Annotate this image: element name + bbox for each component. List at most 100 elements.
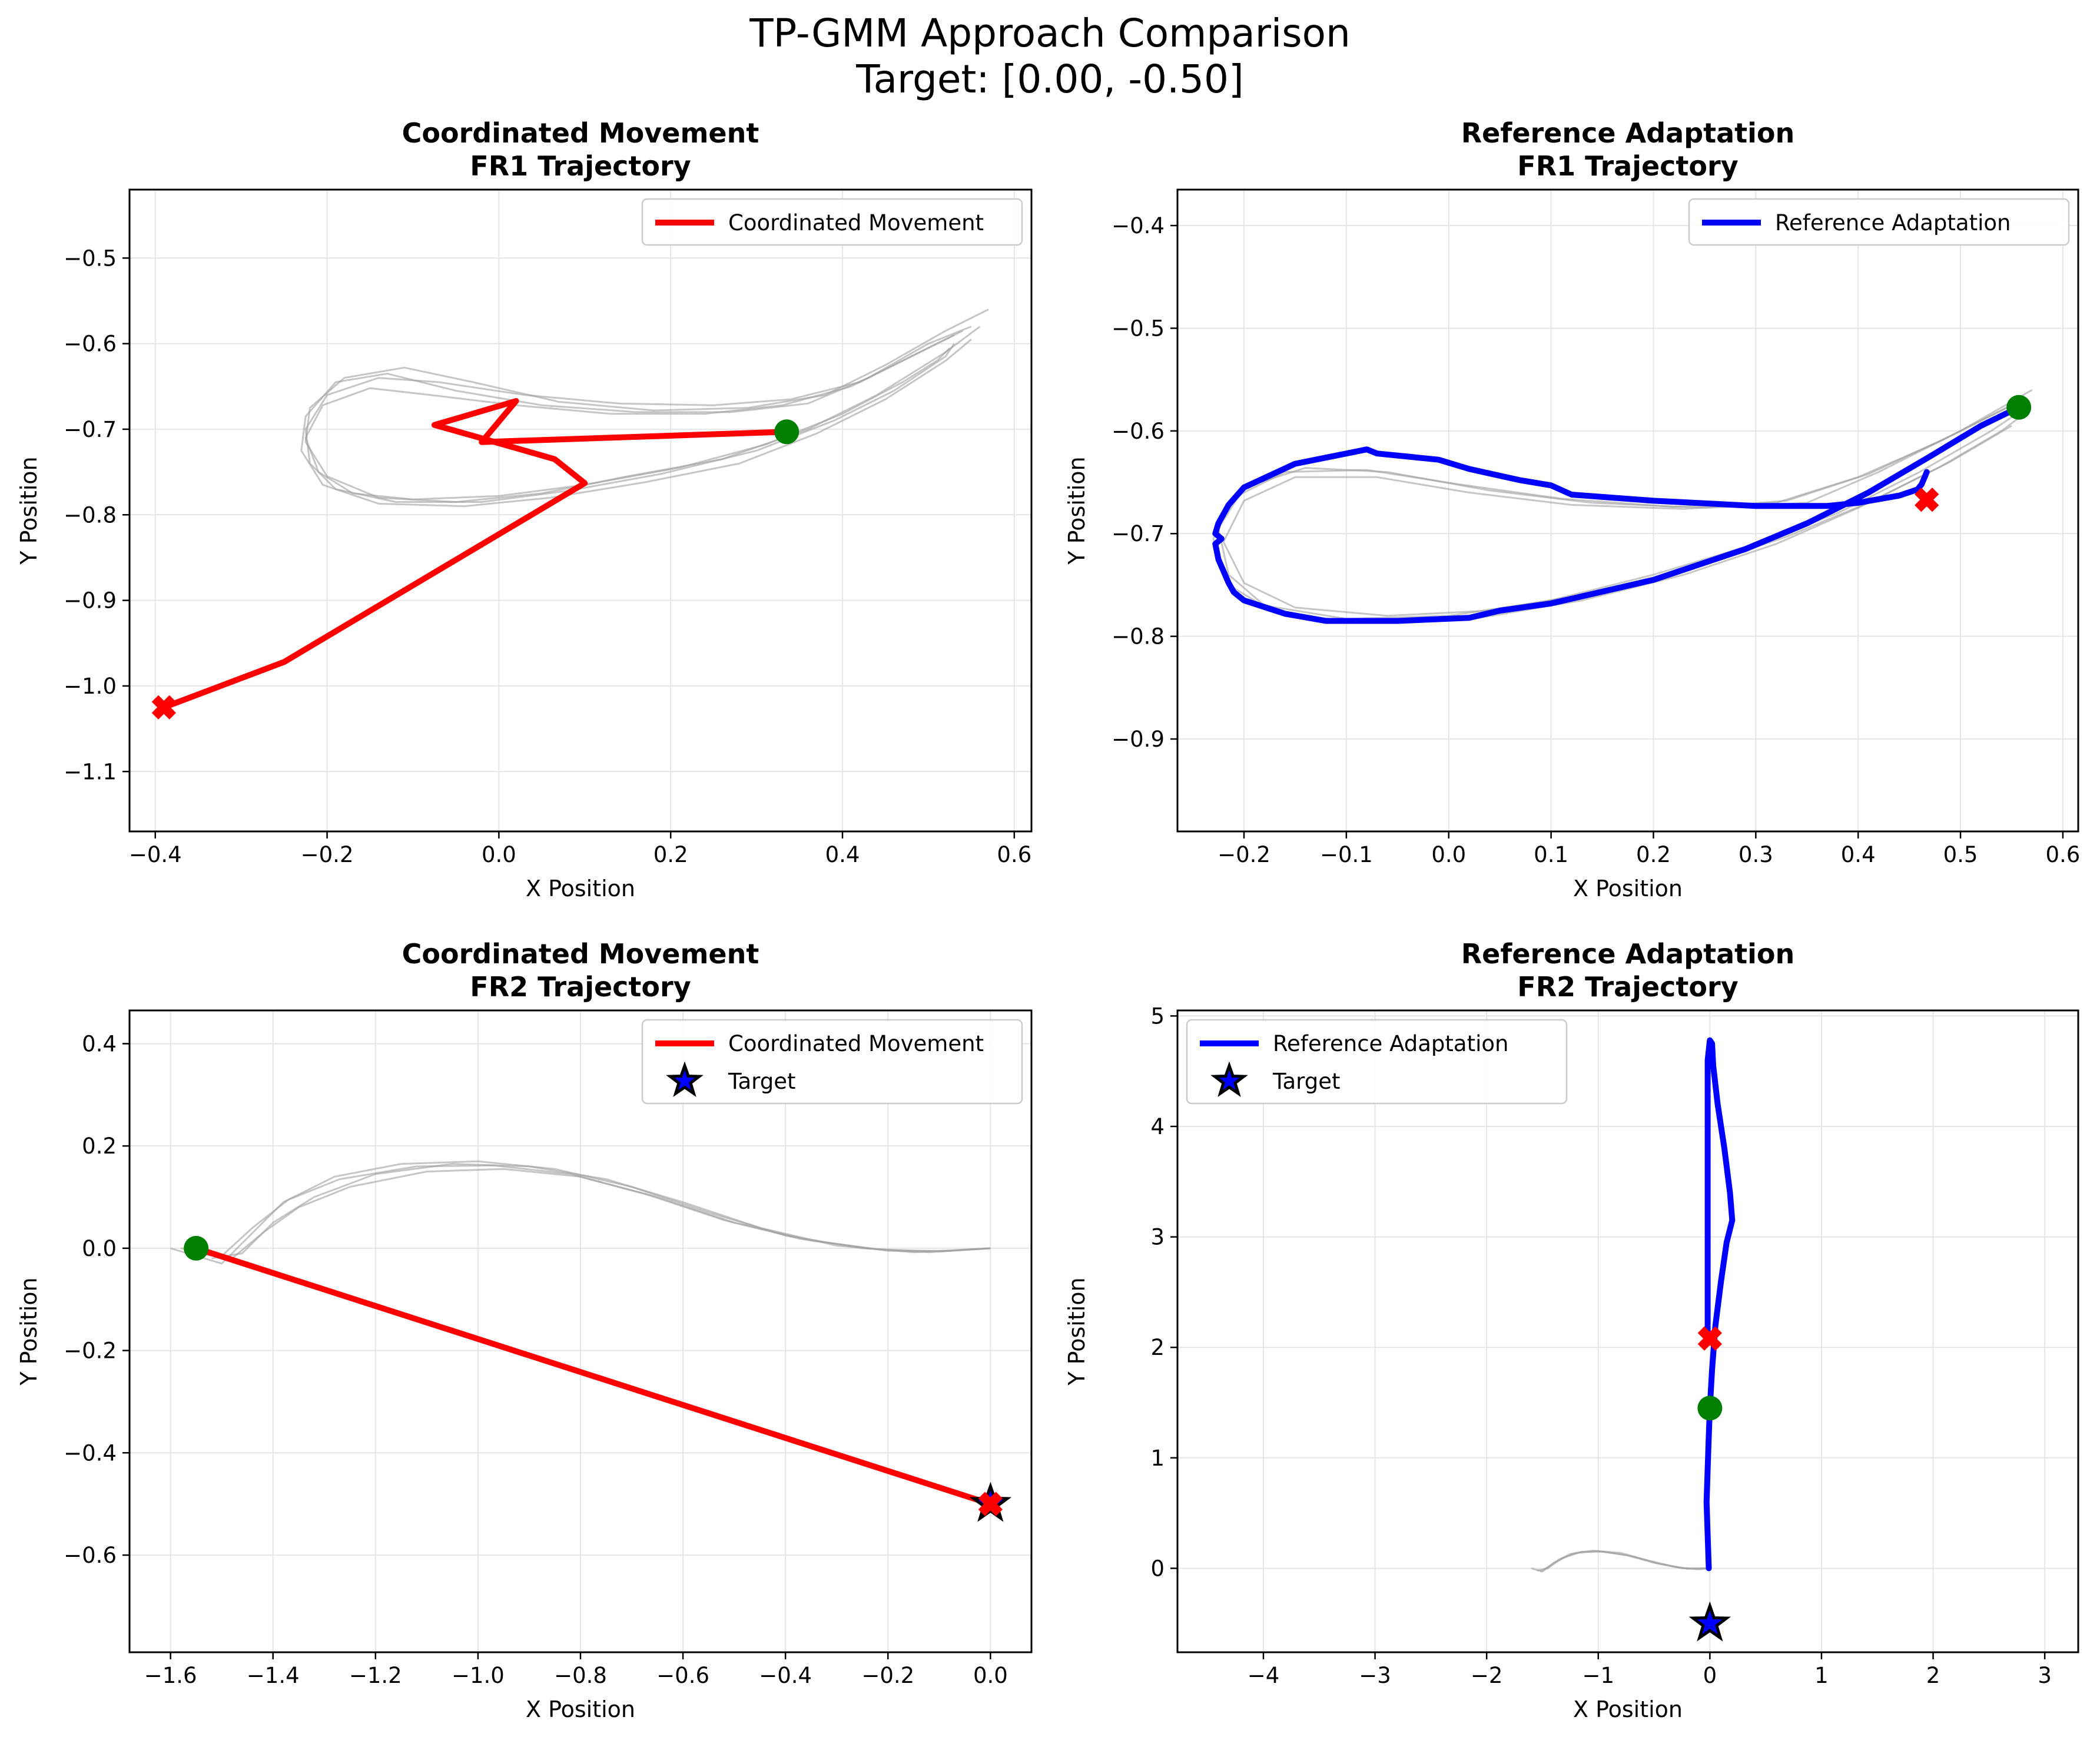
x-tick-label: −0.6 — [656, 1663, 709, 1688]
demonstration-line — [300, 326, 972, 508]
legend: Reference Adaptation Target — [1186, 1019, 1568, 1105]
x-axis-label: X Position — [526, 1696, 635, 1722]
y-axis-label: Y Position — [1064, 456, 1090, 565]
demonstration-line — [180, 1164, 991, 1257]
subplot-title-line: FR1 Trajectory — [1517, 150, 1738, 182]
y-tick-label: −0.4 — [1112, 213, 1165, 238]
subplot-3: −1.6 −1.4 −1.2 −1.0 −0.8 −0.6 −0.4 −0.2 0.0 −0.6 −… — [16, 938, 1033, 1722]
start-marker — [184, 1235, 209, 1261]
legend: Coordinated Movement — [641, 198, 1023, 246]
legend-box — [641, 1019, 1023, 1105]
start-marker — [1697, 1396, 1723, 1421]
target-marker — [1688, 1601, 1731, 1642]
legend: Reference Adaptation — [1688, 198, 2070, 246]
x-tick-label: −3 — [1359, 1663, 1391, 1688]
series-line — [193, 1245, 994, 1507]
demonstration-line — [211, 1163, 991, 1260]
x-axis-label: X Position — [1573, 1696, 1683, 1722]
demonstration-line — [304, 334, 955, 501]
legend-box — [1186, 1019, 1568, 1105]
y-tick-label: −0.7 — [1112, 521, 1165, 546]
end-marker-stroke-b — [1915, 488, 1939, 512]
x-tick-label: −4 — [1248, 1663, 1280, 1688]
x-tick-label: 0.1 — [1534, 842, 1568, 867]
plot-area — [170, 1160, 1012, 1522]
y-tick-label: −0.5 — [64, 246, 117, 271]
legend-box — [1688, 198, 2070, 246]
series-line — [1703, 1037, 1736, 1572]
series-line — [1212, 404, 2022, 624]
x-tick-label: −1.2 — [349, 1663, 402, 1688]
y-tick-label: −1.1 — [64, 759, 117, 784]
x-axis-label: X Position — [1573, 876, 1683, 902]
x-tick-label: 0.4 — [1841, 842, 1876, 867]
x-tick-label: 0.2 — [1636, 842, 1671, 867]
x-tick-label: −0.4 — [759, 1663, 812, 1688]
legend: Coordinated Movement Target — [641, 1019, 1023, 1105]
x-tick-label: −1 — [1582, 1663, 1614, 1688]
x-tick-label: 1 — [1814, 1663, 1829, 1688]
x-axis-label: X Position — [526, 876, 635, 902]
y-tick-label: −0.9 — [64, 588, 117, 614]
subplot-title-line: FR2 Trajectory — [470, 971, 691, 1003]
legend-entry-label: Target — [728, 1069, 795, 1094]
x-tick-label: −1.4 — [247, 1663, 300, 1688]
end-marker-stroke-b — [151, 695, 177, 720]
plot-area — [1212, 389, 2033, 624]
x-tick-label: −0.4 — [129, 842, 182, 867]
x-tick-label: 0.4 — [825, 842, 860, 867]
axes-frame — [1176, 188, 2079, 833]
start-marker — [2006, 395, 2032, 420]
demonstration-line — [195, 1168, 991, 1260]
x-tick-label: −0.2 — [1217, 842, 1270, 867]
axes-frame — [128, 188, 1033, 833]
end-marker-stroke-b — [978, 1492, 1003, 1516]
figure-title-block: TP-GMM Approach Comparison Target: [0.00… — [0, 11, 2100, 102]
demonstration-line — [1222, 399, 2023, 617]
x-tick-label: 0 — [1703, 1663, 1717, 1688]
x-tick-label: −0.2 — [301, 842, 354, 867]
demonstration-line — [1540, 1550, 1710, 1573]
y-tick-label: 3 — [1150, 1225, 1165, 1250]
y-tick-label: −0.8 — [1112, 624, 1165, 649]
end-marker — [1697, 1326, 1723, 1351]
y-tick-label: −1.0 — [64, 674, 117, 699]
legend-entry-label: Target — [1272, 1069, 1340, 1094]
x-tick-label: −2 — [1471, 1663, 1503, 1688]
subplot-title-line: FR1 Trajectory — [470, 150, 691, 182]
y-axis-label: Y Position — [16, 1277, 42, 1386]
x-tick-label: −0.2 — [861, 1663, 914, 1688]
y-tick-label: −0.7 — [64, 417, 117, 442]
y-tick-label: −0.9 — [1112, 727, 1165, 752]
x-tick-label: 0.2 — [653, 842, 688, 867]
end-marker — [151, 695, 177, 720]
end-marker — [1915, 488, 1939, 512]
x-tick-label: 0.3 — [1739, 842, 1773, 867]
figure-subtitle: Target: [0.00, -0.50] — [856, 57, 1244, 102]
x-tick-label: 3 — [2038, 1663, 2052, 1688]
x-tick-label: 0.0 — [482, 842, 516, 867]
y-tick-label: −0.6 — [64, 1543, 117, 1568]
y-tick-label: −0.8 — [64, 502, 117, 528]
series-line — [161, 398, 790, 711]
y-tick-label: 0 — [1150, 1556, 1165, 1581]
legend-entry-label: Reference Adaptation — [1775, 210, 2011, 236]
y-tick-label: 0.0 — [82, 1236, 117, 1261]
x-tick-label: 2 — [1926, 1663, 1940, 1688]
end-marker — [978, 1492, 1003, 1516]
subplot-title-line: Coordinated Movement — [402, 117, 759, 149]
subplot-1: −0.4 −0.2 0.0 0.2 0.4 0.6 −1.1 −1.0 −0.9 −0.8 −0.7… — [16, 117, 1033, 902]
subplot-title-line: Reference Adaptation — [1461, 938, 1795, 970]
y-tick-label: −0.6 — [64, 332, 117, 357]
x-tick-label: 0.0 — [973, 1663, 1008, 1688]
x-tick-label: 0.6 — [2045, 842, 2080, 867]
y-tick-label: 1 — [1150, 1446, 1165, 1471]
end-marker-stroke-b — [1697, 1326, 1723, 1351]
y-tick-label: −0.4 — [64, 1440, 117, 1466]
legend-entry-label: Coordinated Movement — [728, 210, 984, 236]
legend-star-swatch — [1210, 1061, 1248, 1098]
legend-star-swatch — [666, 1061, 704, 1098]
figure-title: TP-GMM Approach Comparison — [749, 11, 1351, 56]
legend-entry-label: Reference Adaptation — [1273, 1031, 1508, 1056]
